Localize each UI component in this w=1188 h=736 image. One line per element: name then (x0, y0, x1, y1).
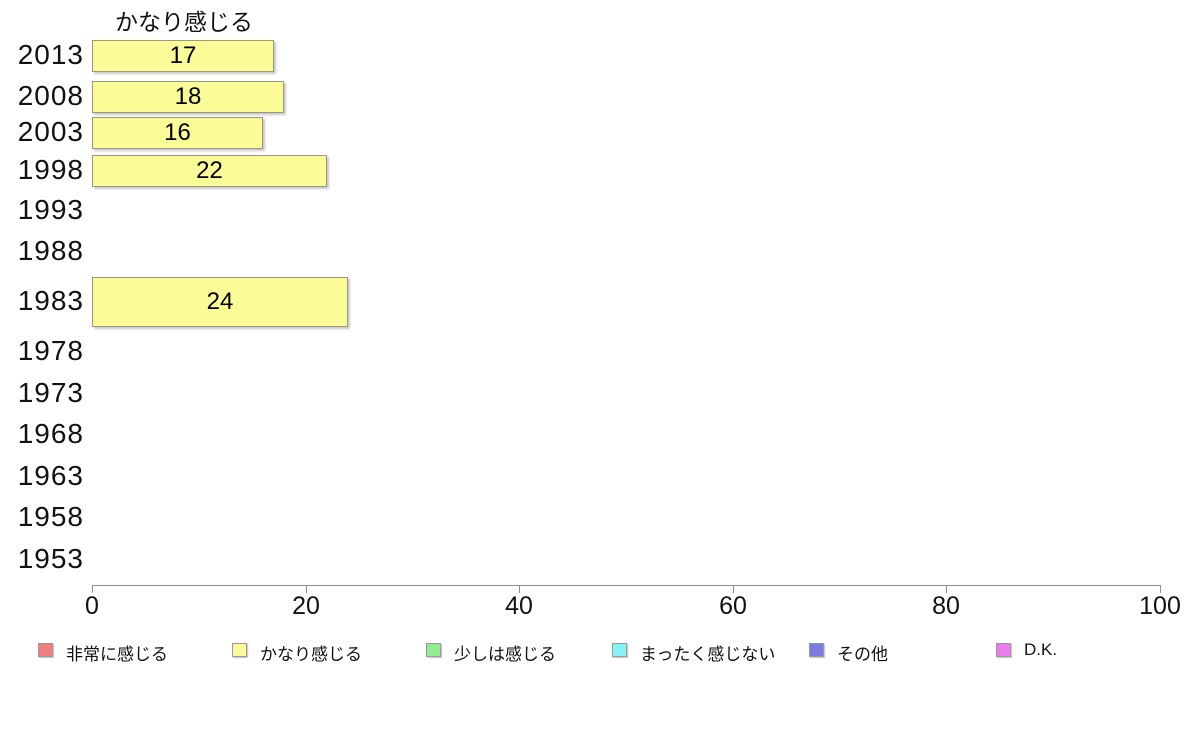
x-axis-tick-label: 20 (292, 592, 320, 620)
legend-swatch (38, 643, 53, 657)
row-label-1983: 1983 (17, 285, 84, 316)
x-axis-tick-label: 80 (932, 592, 960, 620)
bar-2008: 18 (92, 81, 284, 113)
bar-value-label: 24 (206, 288, 234, 315)
row-label-1968: 1968 (17, 418, 84, 449)
row-label-2003: 2003 (17, 116, 84, 147)
x-axis-tick-label: 60 (719, 592, 747, 620)
legend-label: その他 (837, 645, 888, 664)
bar-2013: 17 (92, 40, 274, 72)
legend-swatch (426, 643, 441, 657)
x-axis-tick (1160, 585, 1161, 593)
x-axis-line (92, 585, 1160, 586)
row-label-1953: 1953 (17, 543, 84, 574)
row-label-2013: 2013 (17, 39, 84, 70)
bar-value-label: 22 (196, 157, 223, 184)
x-axis-tick (946, 585, 947, 593)
bar-value-label: 17 (169, 42, 197, 69)
row-label-1998: 1998 (17, 154, 84, 185)
row-label-1963: 1963 (17, 460, 84, 491)
legend-label: D.K. (1024, 640, 1058, 659)
row-label-1973: 1973 (17, 377, 84, 408)
chart-title: かなり感じる (115, 9, 253, 35)
row-label-2008: 2008 (17, 80, 84, 111)
x-axis-tick (306, 585, 307, 593)
legend-label: 非常に感じる (66, 645, 168, 664)
legend-label: かなり感じる (260, 645, 362, 664)
legend-swatch (232, 643, 247, 657)
x-axis-tick (519, 585, 520, 593)
bar-1998: 22 (92, 155, 327, 187)
bar-value-label: 16 (164, 119, 191, 146)
x-axis-tick-label: 40 (505, 592, 533, 620)
legend-label: まったく感じない (640, 645, 776, 664)
legend-swatch (996, 643, 1011, 657)
legend-label: 少しは感じる (454, 645, 556, 664)
bar-value-label: 18 (174, 83, 202, 110)
row-label-1958: 1958 (17, 501, 84, 532)
row-label-1988: 1988 (17, 235, 84, 266)
x-axis-tick-label: 100 (1139, 592, 1181, 620)
row-label-1978: 1978 (17, 335, 84, 366)
bar-2003: 16 (92, 117, 263, 149)
legend-swatch (809, 643, 824, 657)
legend-swatch (612, 643, 627, 657)
x-axis-tick (733, 585, 734, 593)
x-axis-tick (92, 585, 93, 593)
bar-1983: 24 (92, 277, 348, 327)
x-axis-tick-label: 0 (85, 592, 99, 620)
row-label-1993: 1993 (17, 194, 84, 225)
